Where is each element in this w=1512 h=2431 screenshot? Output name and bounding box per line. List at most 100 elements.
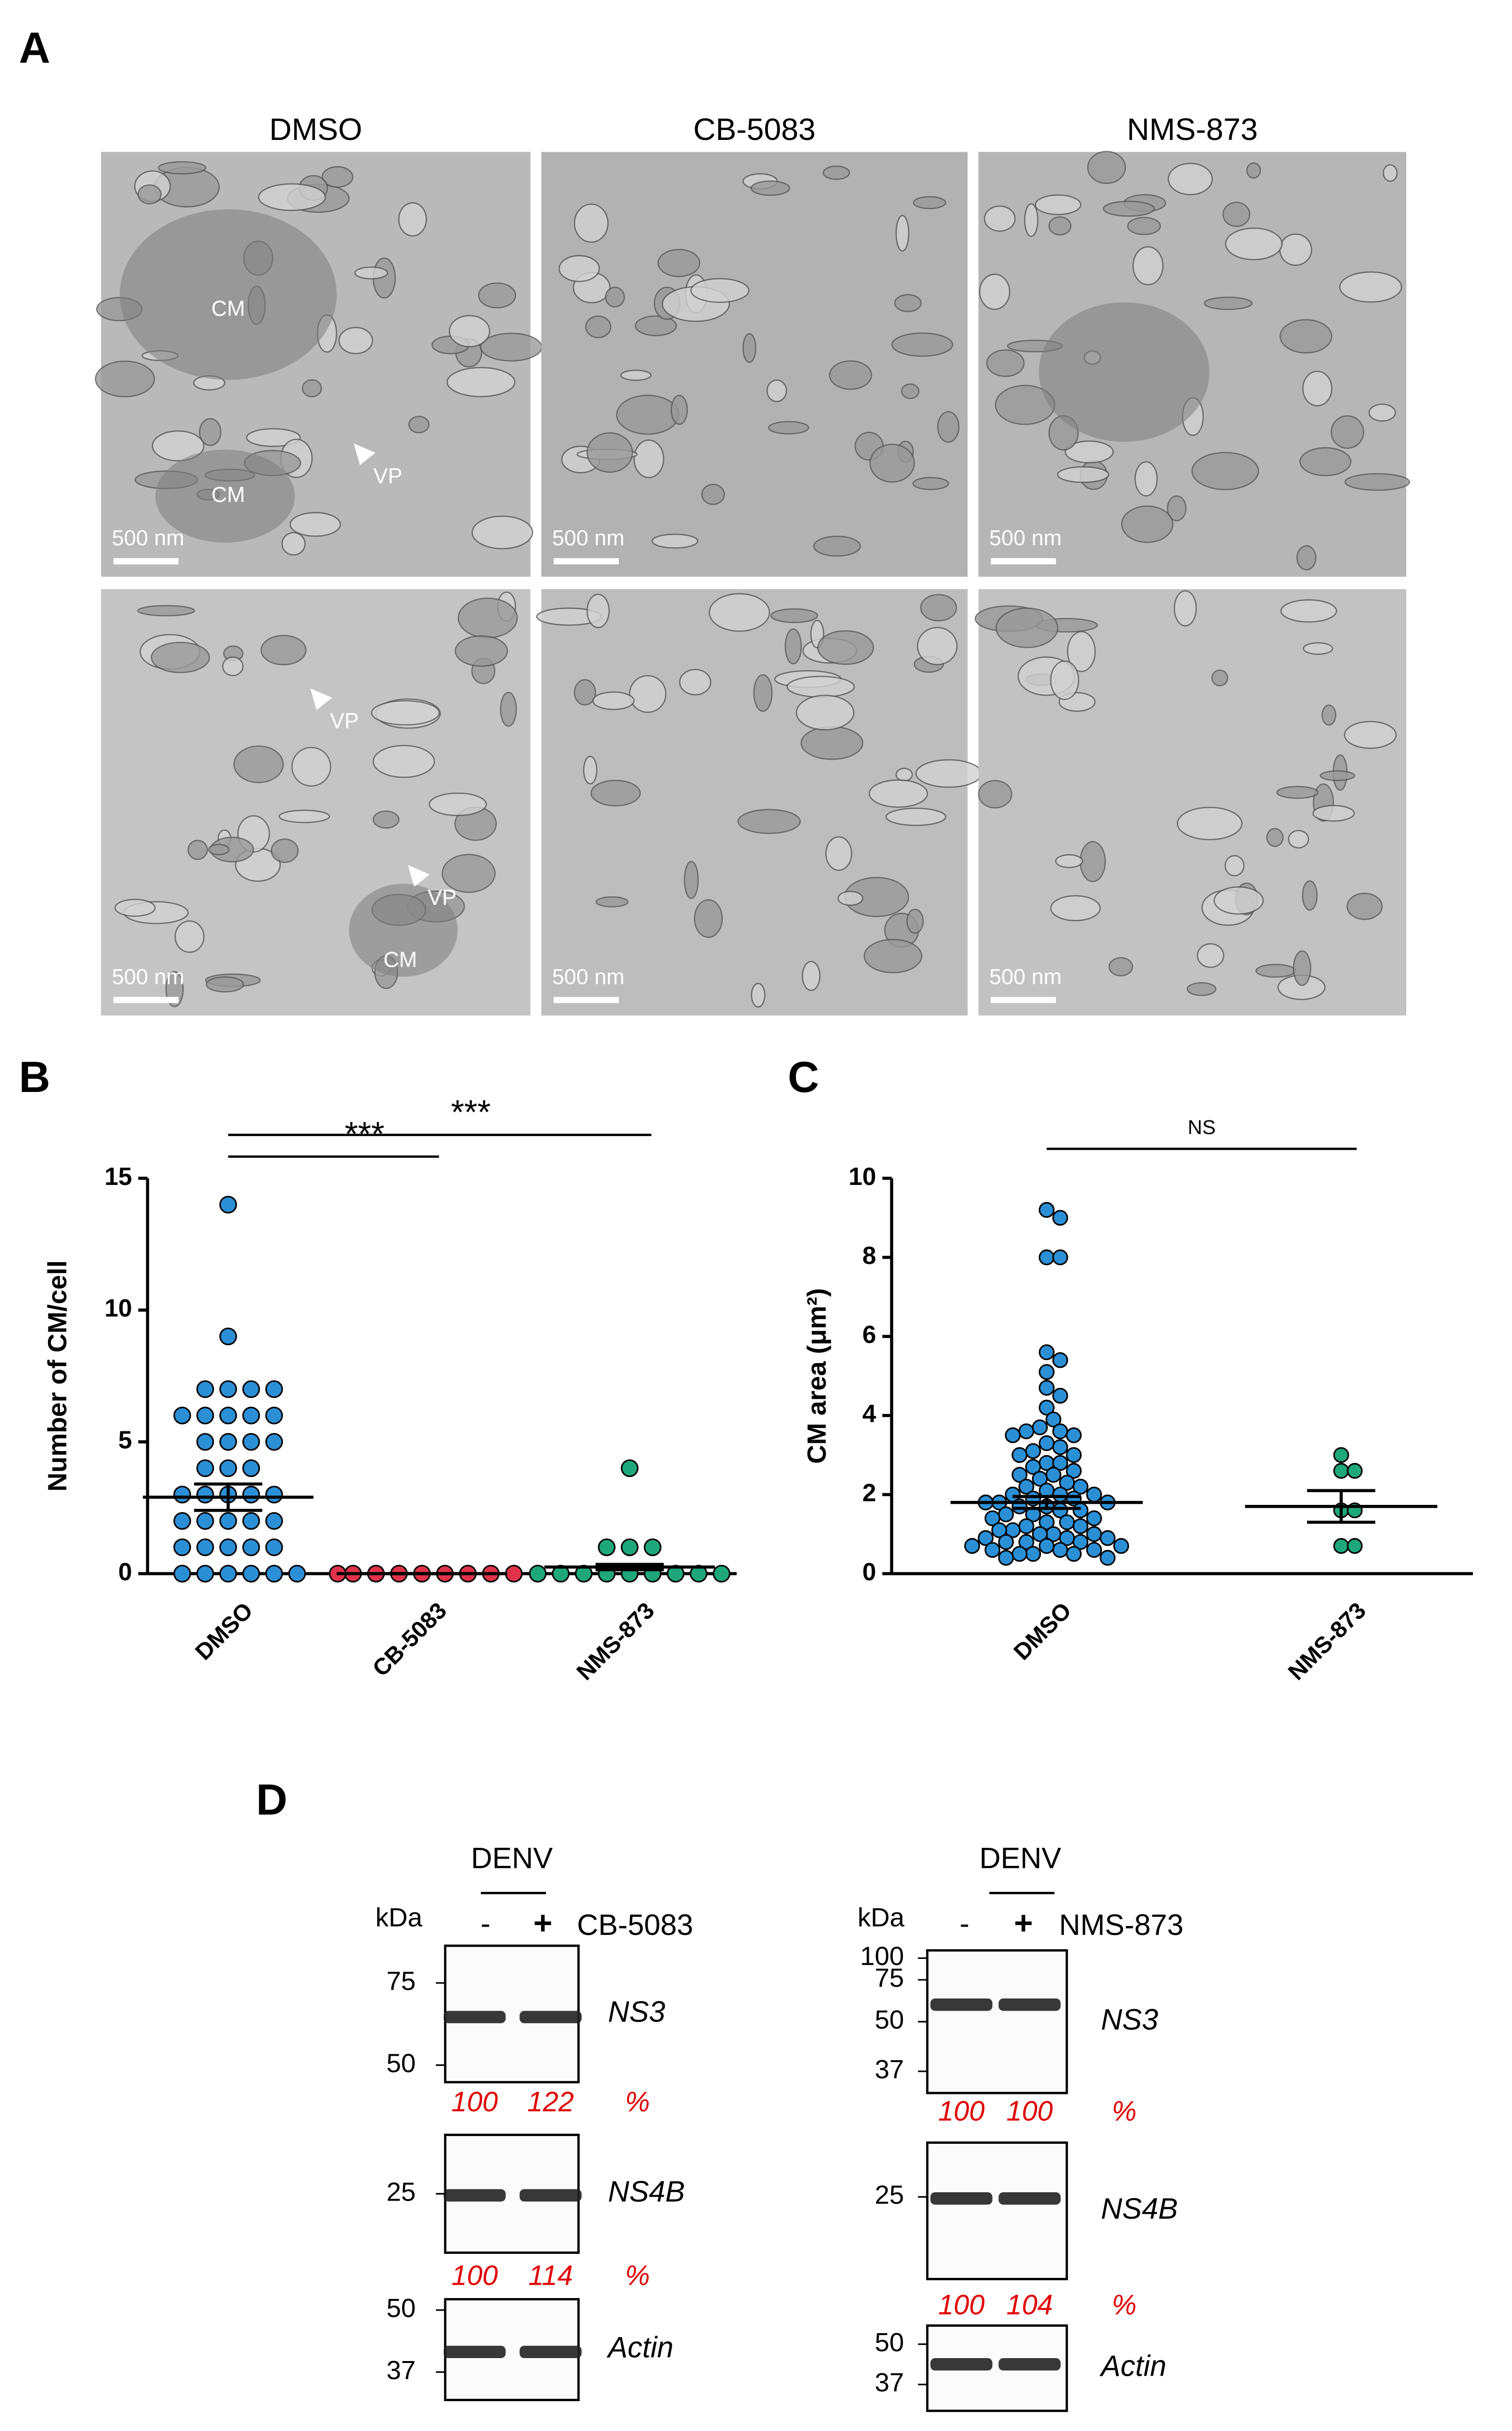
organelle — [750, 180, 790, 196]
scale-bar-label: 500 nm — [989, 526, 1061, 550]
cm-structure — [1038, 302, 1210, 442]
data-point — [1072, 1502, 1089, 1519]
lane-label: + — [1014, 1905, 1033, 1941]
organelle — [583, 755, 598, 785]
band — [930, 2192, 993, 2205]
data-point — [964, 1538, 980, 1554]
organelle — [817, 630, 874, 665]
data-point — [219, 1538, 237, 1556]
organelle — [891, 332, 953, 357]
column-header: CB-5083 — [693, 113, 815, 147]
y-tick-label: 8 — [862, 1241, 876, 1269]
quantification: 100 — [1006, 2095, 1053, 2127]
organelle — [372, 810, 400, 829]
organelle — [1191, 452, 1259, 490]
data-point — [644, 1538, 662, 1556]
data-point — [196, 1565, 214, 1583]
data-point — [1086, 1526, 1102, 1542]
organelle — [233, 745, 284, 783]
data-point — [998, 1506, 1014, 1522]
organelle — [920, 594, 957, 622]
cm-structure — [349, 884, 458, 977]
organelle — [1302, 370, 1332, 407]
organelle — [895, 215, 909, 252]
organelle — [289, 512, 341, 537]
data-point — [1038, 1538, 1055, 1554]
virus-label: DENV — [979, 1841, 1061, 1875]
column-header: NMS-873 — [1127, 113, 1258, 147]
organelle — [585, 316, 611, 339]
organelle — [802, 961, 821, 991]
band — [930, 1998, 993, 2011]
organelle — [894, 294, 922, 313]
marker-label: 37 — [386, 2356, 416, 2385]
organelle — [137, 605, 195, 616]
arrowhead — [310, 688, 332, 710]
organelle — [338, 327, 373, 354]
data-point — [1065, 1545, 1082, 1562]
organelle — [558, 255, 600, 282]
organelle — [1222, 202, 1251, 227]
data-point — [265, 1380, 283, 1398]
data-point — [1113, 1538, 1129, 1554]
organelle — [1167, 495, 1187, 522]
data-point — [196, 1485, 214, 1503]
organelle — [587, 593, 610, 628]
organelle — [742, 333, 757, 363]
scale-bar-label: 500 nm — [552, 965, 625, 989]
organelle — [1203, 296, 1253, 310]
significance-label: NS — [1188, 1116, 1216, 1138]
organelle — [629, 675, 667, 713]
band — [998, 1998, 1061, 2011]
data-point — [1012, 1467, 1028, 1483]
organelle — [787, 676, 855, 698]
scale-bar-label: 500 nm — [552, 526, 625, 550]
y-tick-label: 6 — [862, 1320, 876, 1348]
organelle — [1299, 447, 1352, 477]
data-point — [1052, 1455, 1068, 1471]
scale-bar-label: 500 nm — [112, 526, 184, 550]
data-point — [1038, 1249, 1055, 1266]
organelle — [906, 909, 924, 934]
organelle — [151, 641, 210, 673]
data-point — [1052, 1387, 1068, 1404]
data-point — [219, 1565, 237, 1583]
organelle — [868, 779, 928, 808]
data-point — [505, 1565, 523, 1583]
data-point — [1347, 1538, 1363, 1554]
data-point — [173, 1512, 191, 1530]
data-point — [1052, 1352, 1068, 1368]
organelle — [208, 843, 230, 856]
organelle — [199, 418, 222, 446]
data-point — [265, 1538, 283, 1556]
blot — [926, 2141, 1068, 2280]
data-point — [1045, 1411, 1061, 1428]
organelle — [979, 273, 1011, 310]
organelle — [158, 161, 206, 175]
organelle — [605, 286, 625, 308]
organelle — [371, 700, 440, 726]
organelle — [1035, 194, 1082, 215]
data-point — [1032, 1526, 1048, 1542]
organelle — [708, 593, 770, 632]
data-point — [1045, 1467, 1061, 1483]
marker-label: 37 — [875, 2368, 904, 2397]
quantification: 100 — [938, 2290, 985, 2321]
data-point — [1052, 1210, 1068, 1226]
annotation: CM — [211, 297, 245, 321]
quantification: 100 — [451, 2086, 498, 2117]
organelle — [978, 780, 1013, 809]
y-tick-label: 2 — [862, 1478, 876, 1506]
data-point — [977, 1530, 994, 1546]
organelle — [1024, 203, 1038, 237]
annotation: CM — [211, 483, 245, 507]
cm-structure — [155, 450, 295, 543]
marker-label: 75 — [875, 1963, 904, 1993]
data-point — [1086, 1542, 1102, 1558]
organelle — [1108, 957, 1133, 977]
data-point — [1012, 1447, 1028, 1463]
organelle — [478, 282, 517, 309]
x-tick-label: CB-5083 — [368, 1597, 452, 1681]
data-point — [242, 1538, 260, 1556]
